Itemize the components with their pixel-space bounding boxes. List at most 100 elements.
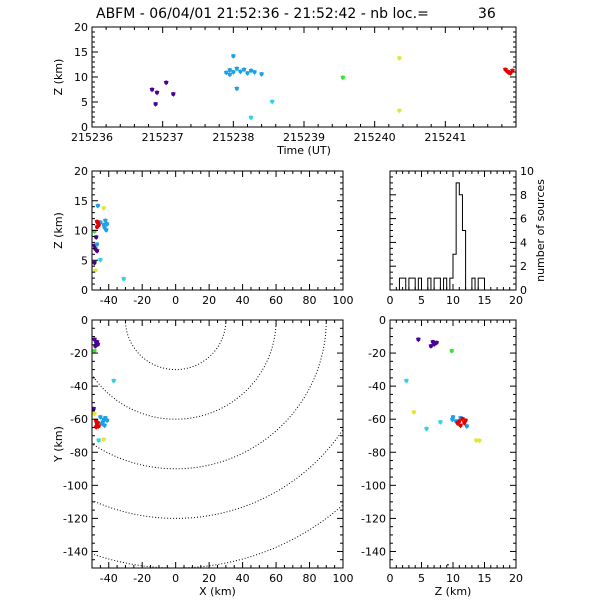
y-tick-label: 15 <box>74 195 88 208</box>
data-point-core <box>101 437 106 442</box>
y-tick-label: 0 <box>81 121 88 134</box>
data-point-core <box>92 411 97 416</box>
plan_view-frame <box>91 319 344 569</box>
data-point-core <box>101 205 106 210</box>
x-tick-label: 80 <box>303 572 317 585</box>
data-point-core <box>92 229 97 234</box>
x-tick-label: 40 <box>236 572 250 585</box>
x-tick-label: 60 <box>269 294 283 307</box>
y-tick-label: -80 <box>70 446 88 459</box>
z_y_view-frame <box>389 319 517 569</box>
y-tick-label: -120 <box>361 512 386 525</box>
data-point-core <box>411 410 416 415</box>
x-tick-label: 60 <box>269 572 283 585</box>
x-tick-label: 215241 <box>424 131 466 144</box>
data-point-core <box>508 71 513 75</box>
x-tick-label: 5 <box>418 572 425 585</box>
x-tick-label: 20 <box>202 572 216 585</box>
y-tick-label: 0 <box>520 284 527 297</box>
data-point-core <box>252 70 257 74</box>
plan_view-points <box>92 337 117 444</box>
data-point-core <box>438 420 443 425</box>
data-point-core <box>155 90 160 95</box>
data-point-core <box>121 276 126 281</box>
x-tick-label: -40 <box>100 572 118 585</box>
data-point-core <box>463 418 468 423</box>
data-point-core <box>477 438 482 443</box>
x-tick-label: 215239 <box>283 131 325 144</box>
x-tick-label: -20 <box>133 572 151 585</box>
data-point-core <box>95 220 100 225</box>
y-tick-label: 6 <box>520 213 527 226</box>
x-tick-label: 0 <box>387 294 394 307</box>
data-point-core <box>397 56 402 60</box>
data-point-core <box>241 67 246 72</box>
data-point-core <box>231 70 236 74</box>
data-point-core <box>234 66 239 71</box>
x_height-panel: -40 -20 0 20 40 60 80 100 0 5 10 15 20 Z (km) <box>52 165 354 307</box>
data-point-core <box>416 337 421 342</box>
data-point-core <box>245 71 250 75</box>
data-point-core <box>231 54 236 58</box>
x-tick-label: 10 <box>446 572 460 585</box>
x-tick-label: 215237 <box>142 131 184 144</box>
y-tick-label: 20 <box>74 21 88 34</box>
data-point-core <box>460 416 465 421</box>
x_height-ticks <box>91 170 344 291</box>
x-axis-label: X (km) <box>199 585 236 598</box>
data-point-core <box>94 340 99 345</box>
x-tick-label: -20 <box>133 294 151 307</box>
histogram-outline <box>390 182 491 291</box>
time_height-panel: 215236 215237 215238 215239 215240 215241 0 5 10… <box>52 21 517 157</box>
y-tick-label: -120 <box>63 512 88 525</box>
data-point-core <box>397 108 402 113</box>
time_height-frame <box>91 26 517 128</box>
data-point-core <box>434 340 439 345</box>
x-tick-label: 20 <box>509 572 523 585</box>
y-tick-label: 8 <box>520 189 527 202</box>
y-tick-label: 10 <box>74 225 88 238</box>
data-point-core <box>95 203 100 208</box>
data-point-core <box>150 87 155 92</box>
z_y_view-ticks <box>389 319 517 569</box>
data-point-core <box>94 235 99 240</box>
y-axis-label: number of sources <box>534 179 547 282</box>
source-count: 36 <box>478 6 496 22</box>
y-tick-label: 0 <box>81 314 88 327</box>
data-point-core <box>102 423 107 428</box>
x_height-points <box>92 203 127 282</box>
data-point-core <box>105 418 110 423</box>
y-tick-label: 10 <box>520 165 534 178</box>
y-tick-label: -20 <box>70 347 88 360</box>
y-tick-label: -80 <box>368 446 386 459</box>
y-tick-label: 0 <box>81 284 88 297</box>
y-tick-label: 5 <box>81 254 88 267</box>
x-tick-label: 100 <box>333 294 354 307</box>
data-point-core <box>259 72 264 76</box>
data-point-core <box>96 438 101 443</box>
data-point-core <box>249 115 253 120</box>
y-tick-label: -140 <box>63 545 88 558</box>
data-point-core <box>171 92 176 96</box>
x-tick-label: 10 <box>446 294 460 307</box>
data-point-core <box>458 423 463 428</box>
data-point-core <box>95 225 100 230</box>
x-tick-label: 215238 <box>212 131 254 144</box>
y-tick-label: -100 <box>63 479 88 492</box>
y-tick-label: 0 <box>379 314 386 327</box>
data-point-core <box>103 218 108 223</box>
y-tick-label: -100 <box>361 479 386 492</box>
data-point-core <box>98 257 103 262</box>
y-tick-label: 2 <box>520 260 527 273</box>
data-point-core <box>238 69 243 74</box>
x-tick-label: 100 <box>333 572 354 585</box>
y-tick-label: -140 <box>361 545 386 558</box>
y-tick-label: -60 <box>368 413 386 426</box>
data-point-core <box>92 406 96 411</box>
plan_view-ticks <box>91 319 344 569</box>
data-point-core <box>92 348 97 353</box>
x-tick-label: 15 <box>478 294 492 307</box>
range-ring <box>92 320 277 420</box>
data-point-core <box>450 417 455 422</box>
